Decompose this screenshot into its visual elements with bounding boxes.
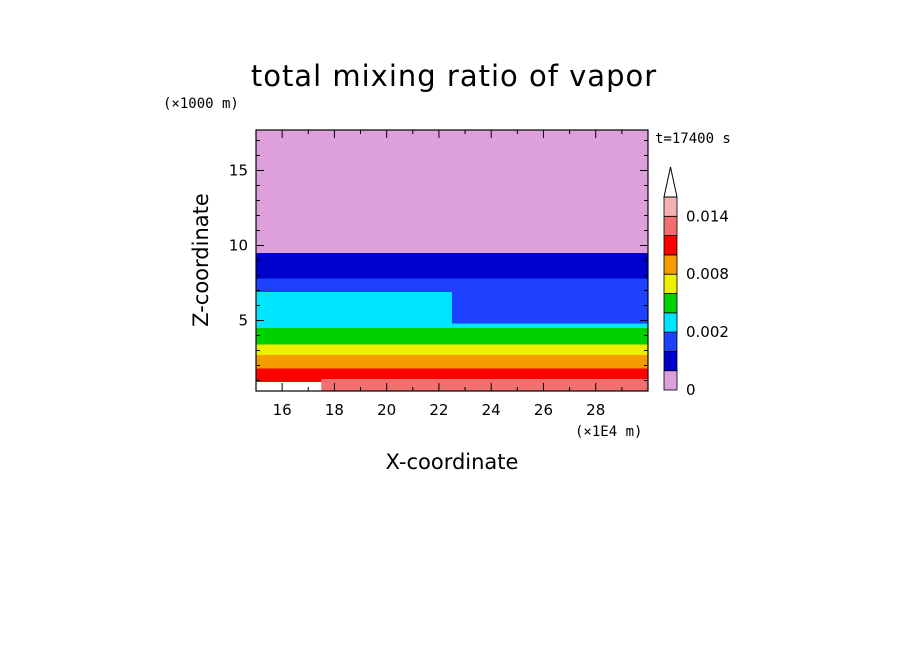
y-tick-label: 10	[229, 237, 248, 255]
colorbar-swatch	[663, 235, 678, 256]
colorbar-swatch	[663, 273, 678, 294]
colorbar-swatch	[663, 196, 678, 217]
colorbar: 0 0.002 0.008 0.014	[663, 166, 729, 399]
contour-band-10	[321, 379, 648, 391]
colorbar-swatch	[663, 254, 678, 275]
plot-area: 16 18 20 22 24 26 28 5 10 15	[229, 129, 649, 419]
colorbar-swatch	[663, 331, 678, 352]
x-tick-label: 18	[325, 401, 344, 419]
y-axis-ticks: 5 10 15	[229, 140, 648, 381]
colorbar-label: 0.014	[686, 207, 729, 225]
x-tick-label: 22	[429, 401, 448, 419]
colorbar-extend-arrow	[663, 166, 678, 198]
chart-title: total mixing ratio of vapor	[251, 59, 657, 93]
y-axis-label: Z-coordinate	[189, 193, 213, 327]
colorbar-swatch	[663, 370, 678, 391]
colorbar-label: 0.002	[686, 323, 729, 341]
colorbar-label: 0	[686, 381, 696, 399]
x-axis-label: X-coordinate	[386, 450, 519, 474]
x-tick-label: 26	[534, 401, 553, 419]
colorbar-label: 0.008	[686, 265, 729, 283]
y-tick-label: 5	[238, 312, 248, 330]
colorbar-swatch	[663, 215, 678, 237]
y-tick-label: 15	[229, 162, 248, 180]
contour-band-9	[256, 368, 648, 382]
y-unit-label: (×1000 m)	[163, 96, 239, 112]
colorbar-swatch	[663, 293, 678, 314]
contour-band-1	[256, 130, 648, 253]
colorbar-swatch	[663, 350, 678, 372]
contour-fills	[256, 130, 648, 391]
x-axis-ticks: 16 18 20 22 24 26 28	[255, 130, 649, 419]
x-tick-label: 16	[273, 401, 292, 419]
x-tick-label: 28	[586, 401, 605, 419]
colorbar-swatch	[663, 312, 678, 333]
x-tick-label: 24	[482, 401, 501, 419]
x-tick-label: 20	[377, 401, 396, 419]
time-label: t=17400 s	[655, 131, 731, 147]
contour-band-2	[256, 253, 648, 279]
x-unit-label: (×1E4 m)	[575, 424, 642, 440]
